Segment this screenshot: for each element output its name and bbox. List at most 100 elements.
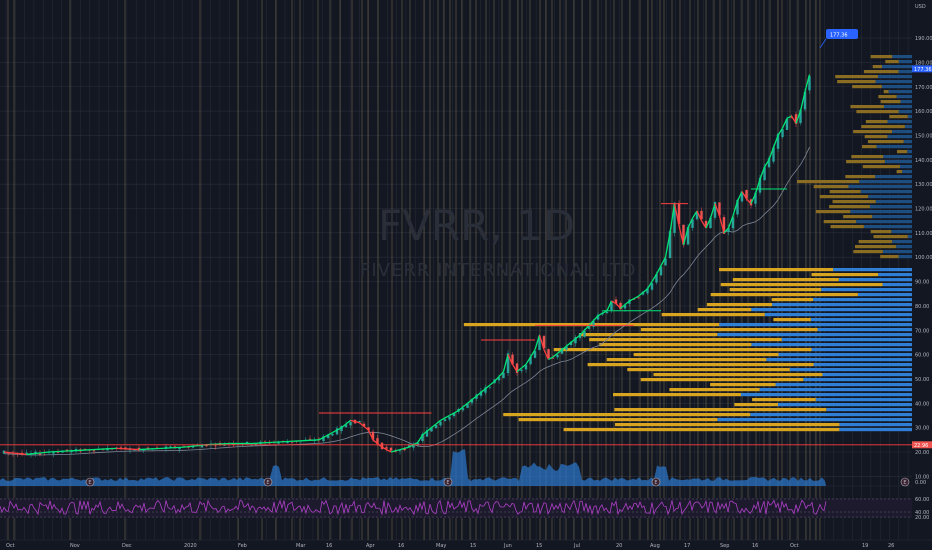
candle-body xyxy=(758,177,762,193)
y-tick-label: 60.00 xyxy=(915,353,929,359)
candle-body xyxy=(794,114,798,124)
profile-bar xyxy=(463,323,720,327)
candle-body xyxy=(565,346,568,350)
candle-body xyxy=(430,427,433,432)
profile-bar xyxy=(710,383,776,387)
candle-body xyxy=(448,416,451,420)
price-axis[interactable]: 190.00 180.00 170.00 160.00 150.00 140.00 130.… xyxy=(915,4,932,480)
x-tick-label: Jul xyxy=(573,543,580,549)
rsi-tick-label: 20.00 xyxy=(915,515,929,521)
candle-body xyxy=(524,365,528,370)
trend-segment xyxy=(444,414,450,419)
candle-body xyxy=(38,453,42,455)
y-tick-label: 10.00 xyxy=(915,474,929,480)
profile-bar xyxy=(907,150,912,154)
candle-body xyxy=(371,431,375,440)
trend-segment xyxy=(741,191,748,200)
candle-body xyxy=(115,447,118,449)
rsi-tick-label: 60.00 xyxy=(915,497,929,503)
candle-body xyxy=(727,228,730,232)
earnings-marker[interactable]: E xyxy=(651,477,661,487)
candle-body xyxy=(542,336,546,349)
profile-bar xyxy=(815,210,851,214)
trend-segment xyxy=(543,349,550,360)
profile-bar xyxy=(719,268,834,272)
trend-segment xyxy=(763,159,770,168)
candle-body xyxy=(763,167,766,181)
profile-bar xyxy=(898,110,912,114)
profile-bar xyxy=(750,413,912,417)
profile-bar xyxy=(732,278,839,282)
candle-body xyxy=(704,220,708,228)
trend-segment xyxy=(615,303,621,309)
profile-bar xyxy=(843,215,873,219)
y-tick-label: 150.00 xyxy=(915,133,932,139)
profile-bar xyxy=(839,428,912,432)
time-axis[interactable]: Oct Nov Dec 2020 Feb Mar 16 Apr 16 May 15 Jun 15 Jul 2… xyxy=(0,539,932,549)
profile-bar xyxy=(872,65,882,69)
profile-bar xyxy=(817,328,912,332)
candle-body xyxy=(389,447,393,451)
price-series: 22.96 177.36 177.36 xyxy=(0,29,932,458)
candle-body xyxy=(740,192,744,202)
trend-segment xyxy=(570,338,576,343)
profile-bar xyxy=(851,155,884,159)
candle-body xyxy=(268,442,271,444)
trend-segment xyxy=(732,201,739,216)
trend-segment xyxy=(431,423,437,429)
x-tick-label: 2020 xyxy=(184,543,197,549)
trend-segment xyxy=(557,349,563,354)
earnings-marker[interactable]: E xyxy=(443,477,453,487)
trend-segment xyxy=(606,300,613,312)
y-tick-label: 20.00 xyxy=(915,450,929,456)
candle-body xyxy=(245,441,249,444)
candle-body xyxy=(7,453,10,454)
candle-body xyxy=(650,283,654,290)
candle-body xyxy=(502,372,505,378)
trend-segment xyxy=(458,406,464,412)
candle-body xyxy=(479,391,483,396)
candle-body xyxy=(659,266,663,276)
trend-segment xyxy=(768,147,775,161)
earnings-marker[interactable]: E xyxy=(263,477,273,487)
earnings-marker[interactable]: E xyxy=(85,477,95,487)
profile-bar xyxy=(873,235,908,239)
trend-segment xyxy=(678,225,685,246)
candle-body xyxy=(25,452,28,455)
x-tick-label: 15 xyxy=(470,543,476,549)
trend-segment xyxy=(318,436,324,441)
trend-segment xyxy=(426,427,432,432)
earnings-marker-label: E xyxy=(654,480,657,486)
candle-body xyxy=(349,422,352,426)
trend-segment xyxy=(390,450,396,453)
profile-bar xyxy=(846,160,885,164)
trend-segment xyxy=(341,423,347,429)
earnings-marker-label: E xyxy=(903,480,906,486)
profile-bar xyxy=(813,298,912,302)
profile-bar xyxy=(883,90,889,94)
candle-body xyxy=(691,219,694,228)
y-tick-label: 190.00 xyxy=(915,36,932,42)
trend-segment xyxy=(417,434,424,443)
candle-body xyxy=(394,451,397,452)
x-tick-label: May xyxy=(436,543,446,549)
price-marker-bubble xyxy=(826,29,858,39)
profile-bar xyxy=(771,298,814,302)
candle-body xyxy=(416,443,420,445)
earnings-marker-label: E xyxy=(88,480,91,486)
trend-segment xyxy=(709,203,716,219)
candle-body xyxy=(619,303,622,310)
candle-body xyxy=(101,449,105,451)
trend-segment xyxy=(754,179,761,195)
candle-body xyxy=(574,337,577,344)
earnings-marker[interactable]: E xyxy=(900,477,910,487)
candle-body xyxy=(529,356,532,365)
profile-bar xyxy=(599,343,752,347)
trend-segment xyxy=(687,217,694,229)
candle-body xyxy=(263,441,267,443)
profile-bar xyxy=(867,140,904,144)
profile-bar xyxy=(627,368,790,372)
profile-bar xyxy=(882,250,912,254)
